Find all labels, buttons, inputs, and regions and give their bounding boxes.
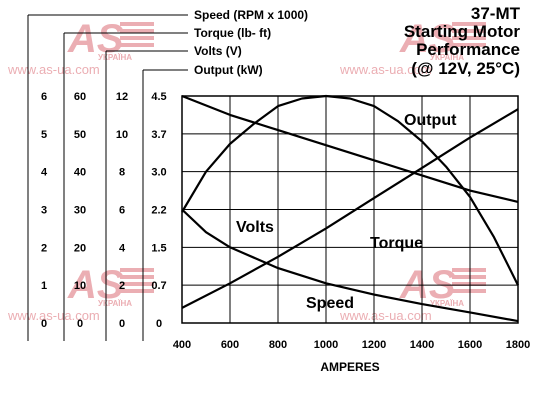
- y-tick-label: 0.7: [151, 280, 166, 292]
- y-tick-label: 10: [116, 129, 128, 141]
- y-tick-columns: 0123456010203040506002468101200.71.52.23…: [41, 91, 167, 330]
- watermark-stripe: [452, 22, 486, 26]
- y-tick-label: 4: [119, 242, 126, 254]
- x-tick-label: 1000: [314, 339, 338, 351]
- title-line-2: Performance: [416, 40, 520, 59]
- x-tick-label: 400: [173, 339, 191, 351]
- watermark-brand: AS: [67, 17, 124, 61]
- watermark-url: www.as-ua.com: [339, 308, 432, 323]
- watermark-url: www.as-ua.com: [339, 62, 432, 77]
- watermark-stripe: [452, 282, 486, 286]
- title-line-3: (@ 12V, 25°C): [411, 59, 520, 78]
- y-tick-label: 0: [41, 318, 47, 330]
- watermark-stripe: [120, 268, 154, 272]
- watermark-stripe: [452, 43, 486, 47]
- y-tick-label: 20: [74, 242, 86, 254]
- x-axis-title: AMPERES: [320, 360, 379, 374]
- title-line-0: 37-MT: [471, 4, 521, 23]
- axis-label-1: Torque (lb- ft): [194, 26, 271, 40]
- y-tick-label: 30: [74, 205, 86, 217]
- x-tick-label: 1200: [362, 339, 386, 351]
- y-tick-label: 0: [77, 318, 83, 330]
- title-line-1: Starting Motor: [404, 22, 521, 41]
- axis-label-2: Volts (V): [194, 44, 242, 58]
- series-line-output: [181, 94, 519, 286]
- y-tick-label: 4.5: [151, 91, 166, 103]
- series-label-torque: Torque: [370, 235, 423, 252]
- axis-legend: Speed (RPM x 1000) Torque (lb- ft) Volts (…: [27, 8, 308, 341]
- y-tick-label: 0: [119, 318, 125, 330]
- watermark-stripe: [120, 22, 154, 26]
- watermark-stripe: [120, 43, 154, 47]
- x-tick-label: 1800: [506, 339, 530, 351]
- watermark-country: УКРАЇНА: [98, 53, 132, 62]
- y-tick-label: 12: [116, 91, 128, 103]
- series-line-volts: [181, 94, 519, 203]
- plot-series: [181, 94, 519, 323]
- watermark-stripe: [120, 29, 154, 33]
- x-tick-label: 1600: [458, 339, 482, 351]
- watermark-stripe: [120, 36, 154, 40]
- y-tick-label: 3.0: [151, 167, 166, 179]
- y-tick-label: 6: [41, 91, 47, 103]
- y-tick-label: 0: [156, 318, 162, 330]
- y-tick-label: 1: [41, 280, 47, 292]
- y-tick-label: 40: [74, 167, 86, 179]
- watermarks: ASУКРАЇНАwww.as-ua.comASУКРАЇНАwww.as-ua…: [7, 17, 486, 323]
- series-label-volts: Volts: [236, 219, 274, 236]
- x-tick-label: 600: [221, 339, 239, 351]
- y-tick-label: 10: [74, 280, 86, 292]
- watermark-url: www.as-ua.com: [7, 308, 100, 323]
- y-tick-label: 2.2: [151, 205, 166, 217]
- y-tick-label: 3.7: [151, 129, 166, 141]
- series-label-speed: Speed: [306, 295, 354, 312]
- x-tick-label: 1400: [410, 339, 434, 351]
- watermark-brand: AS: [399, 17, 456, 61]
- series-labels: Output Torque Volts Speed: [236, 112, 457, 312]
- watermark-brand: AS: [67, 263, 124, 307]
- y-tick-label: 50: [74, 129, 86, 141]
- y-tick-label: 4: [41, 167, 48, 179]
- series-label-output: Output: [404, 112, 457, 129]
- watermark-stripe: [452, 29, 486, 33]
- y-tick-label: 8: [119, 167, 125, 179]
- y-tick-label: 2: [119, 280, 125, 292]
- series-line-torque: [181, 108, 519, 309]
- watermark-country: УКРАЇНА: [430, 53, 464, 62]
- watermark-url: www.as-ua.com: [7, 62, 100, 77]
- y-tick-label: 2: [41, 242, 47, 254]
- x-tick-label: 800: [269, 339, 287, 351]
- x-axis: 400 600 800 1000 1200 1400 1600 1800 AMPERES: [173, 339, 530, 374]
- watermark-stripe: [120, 282, 154, 286]
- y-tick-label: 1.5: [151, 242, 166, 254]
- watermark-stripe: [120, 289, 154, 293]
- watermark-stripe: [120, 275, 154, 279]
- watermark-country: УКРАЇНА: [98, 299, 132, 308]
- watermark-stripe: [452, 36, 486, 40]
- y-tick-label: 60: [74, 91, 86, 103]
- watermark-stripe: [452, 289, 486, 293]
- axis-label-0: Speed (RPM x 1000): [194, 8, 308, 22]
- y-tick-label: 3: [41, 205, 47, 217]
- watermark-country: УКРАЇНА: [430, 299, 464, 308]
- axis-label-3: Output (kW): [194, 63, 263, 77]
- y-tick-label: 5: [41, 129, 47, 141]
- series-line-speed: [181, 208, 519, 323]
- watermark-stripe: [452, 275, 486, 279]
- y-tick-label: 6: [119, 205, 125, 217]
- watermark-stripe: [452, 268, 486, 272]
